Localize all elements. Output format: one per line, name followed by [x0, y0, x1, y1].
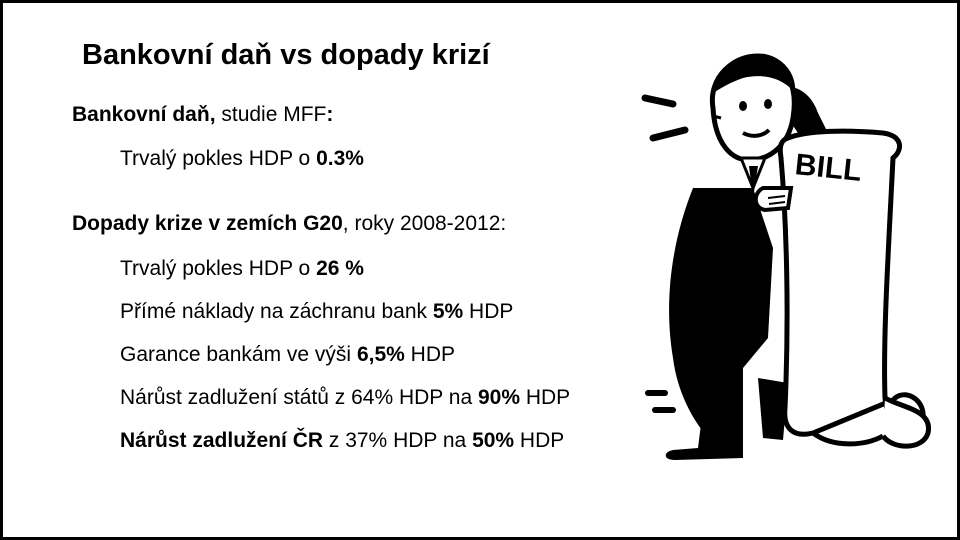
- section1-heading-colon: :: [326, 103, 334, 126]
- section2-heading-bold: Dopady krize v zemích G20: [72, 212, 343, 235]
- section2-heading-rest: , roky 2008-2012:: [342, 212, 507, 235]
- section2-item-prefix: Přímé náklady na záchranu bank: [120, 300, 433, 323]
- section2-item-prefix: Trvalý pokles HDP o: [120, 257, 317, 280]
- section2-item: Přímé náklady na záchranu bank 5% HDP: [120, 299, 513, 325]
- section1-item-value: 0.3%: [316, 147, 364, 170]
- last-item-bold-prefix: Nárůst zadlužení ČR: [120, 429, 324, 452]
- section2-item-suffix: HDP: [404, 343, 455, 366]
- section2-last-item: Nárůst zadlužení ČR z 37% HDP na 50% HDP: [120, 428, 564, 454]
- section2-item-suffix: HDP: [463, 300, 514, 323]
- last-item-suffix: HDP: [514, 429, 565, 452]
- section2-item-value: 90%: [477, 386, 520, 409]
- section1-heading-bold: Bankovní daň,: [72, 103, 216, 126]
- section2-item: Nárůst zadlužení států z 64% HDP na 90% …: [120, 385, 570, 411]
- section1-heading: Bankovní daň, studie MFF:: [72, 102, 333, 128]
- section2-item-value: 26 %: [316, 257, 364, 280]
- slide-title: Bankovní daň vs dopady krizí: [82, 39, 490, 71]
- last-item-middle: z 37% HDP na: [323, 429, 473, 452]
- section1-heading-rest: studie MFF: [215, 103, 327, 126]
- section1-item: Trvalý pokles HDP o 0.3%: [120, 146, 364, 172]
- section2-item-suffix: HDP: [520, 386, 571, 409]
- section2-item: Garance bankám ve výši 6,5% HDP: [120, 342, 455, 368]
- man-reading-bill-illustration-icon: BILL: [641, 53, 931, 460]
- section2-item-prefix: Garance bankám ve výši: [120, 343, 357, 366]
- section2-item-value: 6,5%: [356, 343, 405, 366]
- section1-item-prefix: Trvalý pokles HDP o: [120, 147, 317, 170]
- section2-item: Trvalý pokles HDP o 26 %: [120, 256, 364, 282]
- last-item-value: 50%: [472, 429, 515, 452]
- bill-label: BILL: [793, 148, 863, 188]
- section2-item-prefix: Nárůst zadlužení států z 64% HDP na: [120, 386, 478, 409]
- section2-heading: Dopady krize v zemích G20, roky 2008-201…: [72, 211, 506, 237]
- section2-item-value: 5%: [432, 300, 464, 323]
